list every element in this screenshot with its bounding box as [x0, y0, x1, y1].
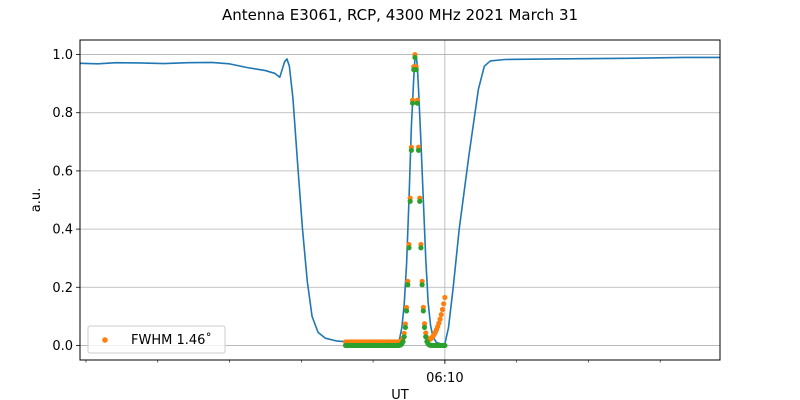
scatter-point: [423, 334, 429, 340]
scatter-point: [402, 324, 408, 330]
x-axis-label: UT: [391, 388, 409, 400]
scatter-point: [420, 308, 426, 314]
scatter-point: [400, 339, 406, 345]
scatter-point: [421, 321, 428, 327]
y-tick-label: 0.6: [52, 164, 73, 179]
scatter-point: [419, 282, 425, 288]
scatter-point: [407, 198, 413, 204]
scatter-point: [413, 67, 419, 73]
scatter-point: [417, 198, 423, 204]
scatter-point: [421, 324, 428, 330]
y-tick-label: 0.4: [52, 223, 73, 238]
legend-marker: [102, 337, 108, 343]
data-layer: [80, 51, 720, 349]
scatter-point: [408, 147, 414, 153]
scatter-point: [439, 306, 446, 313]
legend-box: [87, 325, 226, 354]
y-tick-label: 0.0: [52, 339, 73, 354]
scatter-point: [405, 282, 411, 288]
scatter-point: [442, 342, 448, 349]
chart-title: Antenna E3061, RCP, 4300 MHz 2021 March …: [222, 6, 578, 24]
axes: 0.0 0.2 0.4 0.6 0.8 1.0 06:10: [52, 48, 661, 386]
scatter-point: [442, 294, 448, 301]
scatter-point: [401, 334, 407, 340]
scatter-point: [436, 320, 442, 326]
y-tick-label: 1.0: [52, 48, 73, 63]
legend: FWHM 1.46˚: [87, 325, 226, 354]
y-tick-label: 0.2: [52, 281, 73, 296]
legend-label: FWHM 1.46˚: [131, 332, 212, 348]
scatter-point: [438, 312, 444, 318]
scatter-point: [437, 316, 443, 322]
x-tick-label: 06:10: [426, 371, 463, 386]
scatter-point: [412, 54, 418, 61]
scatter-point: [409, 100, 416, 106]
series-line: [80, 55, 720, 345]
scatter-point: [423, 330, 429, 336]
plot-area-frame: [79, 39, 721, 361]
scatter-point: [418, 245, 424, 251]
scatter-point: [403, 308, 410, 314]
scatter-point: [415, 147, 422, 153]
y-tick-label: 0.8: [52, 106, 73, 121]
scatter-point: [414, 100, 420, 106]
y-axis-label: a.u.: [29, 188, 44, 212]
scatter-point: [441, 301, 447, 307]
series-group: [80, 51, 720, 349]
scatter-point: [406, 245, 412, 251]
